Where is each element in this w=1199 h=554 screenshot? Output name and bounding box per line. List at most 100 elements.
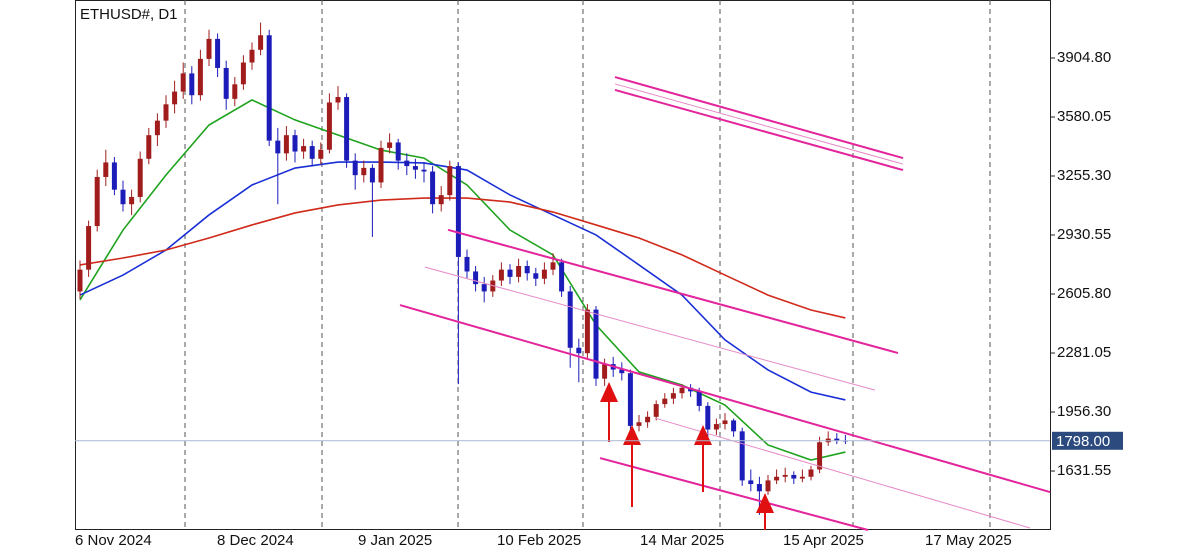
candle-body <box>756 484 762 492</box>
moving-average <box>79 161 846 401</box>
candle-body <box>627 373 633 426</box>
trendline <box>614 88 904 172</box>
candle-body <box>550 262 556 270</box>
x-tick-label: 6 Nov 2024 <box>75 532 152 549</box>
candle-body <box>154 120 160 136</box>
trendline <box>399 304 1051 493</box>
candle-body <box>507 269 513 277</box>
candle-body <box>301 146 307 152</box>
trendline <box>614 76 904 160</box>
candle-body <box>464 256 470 272</box>
candle-body <box>748 480 754 485</box>
x-tick-label: 10 Feb 2025 <box>497 532 581 549</box>
candle-body <box>172 91 178 105</box>
arrow-head <box>600 382 618 402</box>
candle-body <box>421 169 427 172</box>
candle-body <box>249 49 255 63</box>
candle-body <box>619 369 625 374</box>
candle-body <box>636 422 642 426</box>
candle-body <box>189 73 195 96</box>
candle-body <box>369 167 375 183</box>
candle-body <box>129 196 135 205</box>
candle-body <box>197 58 203 96</box>
candle-body <box>137 158 143 197</box>
trendline <box>447 228 899 354</box>
candle-body <box>670 393 676 399</box>
candle-body <box>713 424 719 430</box>
y-tick-label: 3904.80 <box>1057 49 1111 66</box>
candle-body <box>731 420 737 432</box>
candle-body <box>808 469 814 477</box>
last-price-label: 1798.00 <box>1056 433 1110 450</box>
candle-body <box>120 189 126 205</box>
candle-body <box>326 102 332 150</box>
candle-body <box>645 416 651 423</box>
trendline <box>654 417 1031 529</box>
candle-body <box>387 142 393 148</box>
candle-body <box>705 405 711 430</box>
candle-body <box>593 309 599 379</box>
candle-body <box>541 269 547 279</box>
candle-body <box>206 38 212 59</box>
candle-body <box>94 176 100 227</box>
candle-body <box>533 273 539 279</box>
y-tick-label: 1631.55 <box>1057 462 1111 479</box>
candle-body <box>739 431 745 481</box>
x-tick-label: 14 Mar 2025 <box>640 532 724 549</box>
candle-body <box>455 166 461 257</box>
candle-body <box>292 135 298 152</box>
candle-body <box>215 38 221 68</box>
candle-body <box>774 476 780 481</box>
candle-body <box>223 67 229 99</box>
candle-body <box>438 195 444 205</box>
candle-body <box>799 476 805 479</box>
candle-body <box>163 104 169 121</box>
candle-body <box>283 135 289 154</box>
candle-body <box>447 166 453 196</box>
arrow-head <box>694 425 712 445</box>
candle-body <box>653 404 659 417</box>
x-tick-label: 17 May 2025 <box>925 532 1012 549</box>
candle-body <box>782 474 788 477</box>
candle-body <box>817 442 823 470</box>
candle-body <box>335 97 341 103</box>
moving-average <box>79 99 846 461</box>
candle-body <box>696 391 702 406</box>
candle-body <box>662 398 668 405</box>
moving-average <box>79 197 846 319</box>
candle-body <box>524 265 530 274</box>
candle-body <box>111 162 117 190</box>
candle-body <box>309 146 315 159</box>
candle-body <box>86 226 92 270</box>
candle-body <box>180 73 186 92</box>
candle-body <box>481 284 487 292</box>
candle-body <box>258 35 264 50</box>
candle-body <box>232 84 238 99</box>
arrow-head <box>756 493 774 513</box>
trendline <box>424 266 876 391</box>
candle-body <box>344 97 350 161</box>
candle-body <box>765 480 771 492</box>
y-tick-label: 3580.05 <box>1057 108 1111 125</box>
candle-body <box>576 347 582 354</box>
candle-body <box>791 474 797 479</box>
x-tick-label: 15 Apr 2025 <box>783 532 864 549</box>
candle-body <box>584 309 590 354</box>
candle-body <box>266 35 272 141</box>
candle-body <box>602 364 608 379</box>
x-tick-label: 8 Dec 2024 <box>217 532 294 549</box>
x-tick-label: 9 Jan 2025 <box>358 532 432 549</box>
candle-body <box>77 269 83 292</box>
candle-body <box>498 269 504 281</box>
candle-body <box>834 438 840 441</box>
candle-body <box>722 420 728 425</box>
arrow-head <box>623 425 641 445</box>
candle-body <box>567 291 573 348</box>
candle-body <box>516 265 522 277</box>
candle-body <box>404 160 410 167</box>
candle-body <box>240 62 246 85</box>
candle-body <box>361 167 367 176</box>
y-tick-label: 3255.30 <box>1057 167 1111 184</box>
candle-body <box>275 140 281 154</box>
